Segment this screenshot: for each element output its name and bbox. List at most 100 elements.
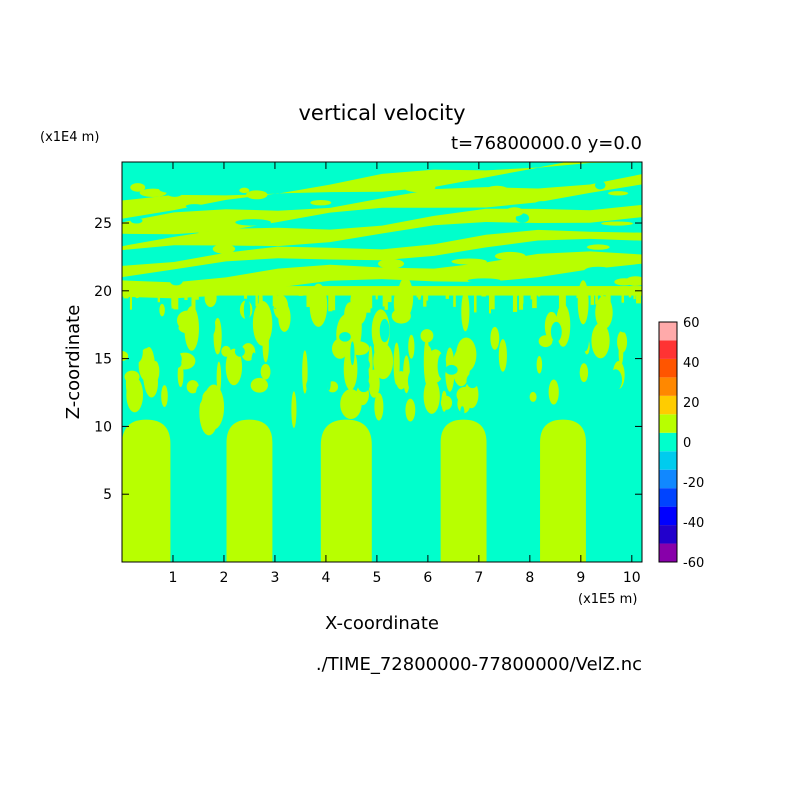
stratospheric-patch — [625, 276, 642, 286]
stratospheric-patch — [239, 187, 250, 194]
colorbar-tick-label: 40 — [683, 356, 700, 371]
updraft-blob — [423, 378, 440, 414]
tropopause-streak — [561, 290, 566, 310]
updraft-blob — [213, 317, 222, 355]
updraft-blob — [262, 326, 269, 363]
updraft-blob — [373, 343, 394, 380]
tropopause-streak — [558, 290, 563, 313]
tropopause-streak — [307, 290, 312, 302]
updraft-blob — [423, 338, 430, 385]
x-tick-label: 6 — [423, 570, 432, 586]
stratospheric-patch — [212, 244, 236, 254]
stratospheric-patch — [378, 258, 405, 269]
tropopause-streak — [191, 290, 196, 311]
downdraft-blob — [569, 356, 577, 380]
downdraft-blob — [131, 340, 143, 363]
stratospheric-patch — [130, 217, 143, 224]
chart-title: vertical velocity — [298, 101, 465, 125]
tropopause-streak — [520, 290, 524, 304]
downdraft-blob — [362, 359, 370, 371]
colorbar-swatch — [659, 358, 677, 378]
downdraft-blob — [460, 406, 465, 418]
x-tick-label: 5 — [372, 570, 381, 586]
stratospheric-patch — [139, 188, 167, 197]
stratospheric-band — [122, 229, 642, 278]
tropopause-streak — [595, 290, 598, 305]
stratospheric-patch — [158, 184, 192, 194]
tropopause-streak — [328, 290, 333, 312]
plot-frame — [121, 161, 643, 563]
colorbar-tick-label: -20 — [683, 476, 704, 491]
tropopause-streak — [532, 290, 537, 309]
downdraft-blob — [612, 405, 620, 420]
colorbar-swatch — [659, 432, 677, 452]
updraft-blob — [186, 380, 199, 394]
tropopause-streak — [375, 290, 378, 300]
y-unit-label: (x1E4 m) — [40, 130, 99, 145]
stratospheric-patch — [235, 219, 272, 226]
tropopause-band — [122, 286, 642, 296]
tropopause-streak — [272, 290, 277, 307]
stratospheric-band — [122, 162, 642, 219]
colorbar-tick-label: 60 — [683, 316, 700, 331]
velocity-field — [122, 162, 642, 562]
updraft-blob — [396, 371, 407, 390]
stratospheric-patch — [586, 244, 610, 250]
tropopause-streak — [473, 290, 477, 313]
updraft-blob — [617, 330, 628, 353]
colorbar-swatch — [659, 469, 677, 489]
updraft-blob — [368, 369, 380, 398]
updraft-blob — [216, 361, 222, 394]
colorbar-tick-label: -60 — [683, 556, 704, 571]
updraft-blob — [250, 377, 268, 393]
colorbar-swatch — [659, 377, 677, 396]
tropopause-streak — [453, 290, 456, 307]
colorbar-swatch — [659, 395, 677, 415]
tropopause-streak — [387, 290, 392, 303]
y-tick-label: 15 — [94, 352, 112, 368]
x-tick-label: 8 — [525, 570, 534, 586]
tropopause-streak — [621, 290, 625, 303]
downdraft-blob — [437, 353, 447, 379]
tropopause-streak — [382, 290, 386, 307]
tropopause-streak — [445, 290, 449, 299]
updraft-blob — [441, 390, 447, 412]
updraft-blob — [302, 350, 308, 394]
colorbar-swatch — [659, 451, 677, 470]
tropopause-streak — [600, 290, 604, 298]
x-tick-label: 4 — [321, 570, 330, 586]
downdraft-blob — [339, 331, 351, 342]
updraft-blob — [529, 391, 537, 402]
tropopause-streak — [416, 290, 422, 298]
tropopause-streak — [636, 290, 641, 304]
downdraft-blob — [496, 369, 502, 388]
downdraft-blob — [272, 360, 286, 382]
stratospheric-patch — [467, 278, 501, 283]
tropopause-streak — [384, 290, 388, 310]
updraft-blob — [420, 329, 434, 343]
updraft-blob — [340, 389, 362, 420]
downdraft-blob — [243, 298, 251, 322]
tropopause-streak — [605, 290, 611, 307]
updraft-blob — [161, 385, 168, 407]
tropopause-streak — [590, 290, 595, 305]
stratospheric-patch — [246, 190, 268, 200]
downdraft-blob — [524, 326, 531, 349]
tropopause-streak — [404, 290, 409, 308]
tropopause-streak — [173, 290, 179, 310]
updraft-blob — [145, 368, 158, 398]
tropopause-streak — [633, 290, 636, 300]
downdraft-blob — [609, 369, 623, 391]
tropopause-streak — [366, 290, 371, 313]
updraft-blob — [221, 345, 231, 357]
stratospheric-patch — [594, 181, 606, 190]
x-tick-label: 9 — [576, 570, 585, 586]
downdraft-blob — [445, 364, 458, 375]
updraft-blob — [498, 339, 507, 372]
downdraft-blob — [169, 358, 182, 369]
stratospheric-patch — [494, 251, 526, 261]
updraft-column — [440, 419, 487, 562]
tropopause-streak — [628, 290, 632, 298]
stratospheric-patch — [502, 256, 515, 265]
